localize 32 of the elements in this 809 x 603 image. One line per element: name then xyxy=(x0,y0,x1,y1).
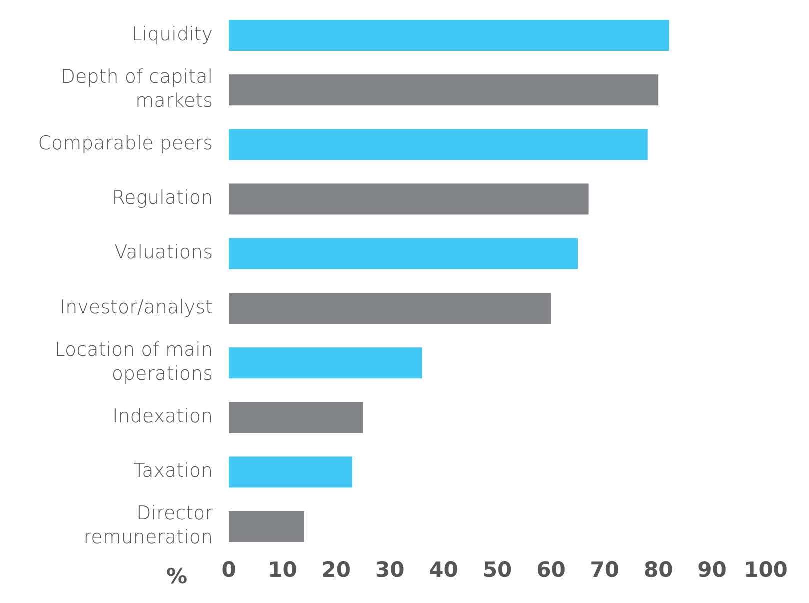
bar xyxy=(229,456,353,488)
x-tick-label: 10 xyxy=(268,558,298,582)
y-tick-label: Investor/analyst xyxy=(60,296,213,319)
y-tick-label: Location of main operations xyxy=(54,339,213,386)
bar xyxy=(229,20,670,52)
x-tick-label: 0 xyxy=(222,558,236,582)
y-tick-label: Regulation xyxy=(112,187,213,210)
bar xyxy=(229,348,422,379)
bar xyxy=(229,184,589,215)
y-tick-label: Depth of capital markets xyxy=(60,66,213,112)
y-tick-label: Comparable peers xyxy=(38,132,213,155)
bar xyxy=(229,402,364,434)
x-tick-label: 70 xyxy=(590,558,620,582)
bar xyxy=(229,293,552,324)
bar xyxy=(229,238,578,270)
y-tick-label: Indexation xyxy=(112,406,213,428)
y-tick-label: Valuations xyxy=(114,242,213,264)
y-tick-label: Taxation xyxy=(134,460,213,482)
bar xyxy=(229,129,648,160)
x-tick-label: 80 xyxy=(644,558,674,582)
y-tick-label: Director remuneration xyxy=(84,502,214,549)
bar xyxy=(229,74,659,106)
x-tick-label: 60 xyxy=(536,558,566,582)
x-axis-title: % xyxy=(166,564,188,589)
x-tick-label: 40 xyxy=(429,558,458,582)
y-tick-label: Liquidity xyxy=(132,23,213,46)
x-tick-label: 50 xyxy=(482,558,512,582)
bar xyxy=(229,511,304,542)
x-tick-label: 90 xyxy=(698,558,727,582)
x-tick-label: 20 xyxy=(322,558,352,582)
x-tick-label: 100 xyxy=(744,558,788,582)
x-tick-label: 30 xyxy=(375,558,405,582)
